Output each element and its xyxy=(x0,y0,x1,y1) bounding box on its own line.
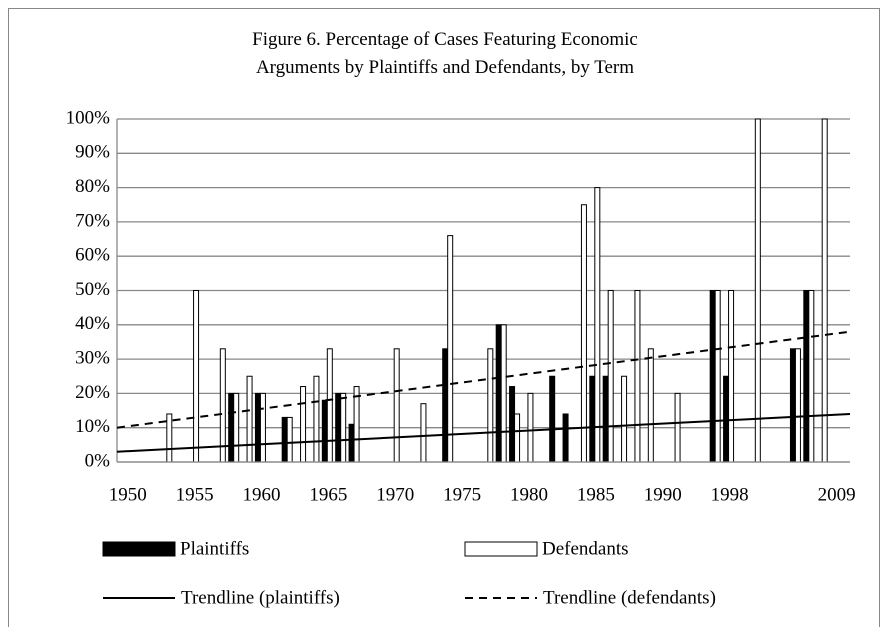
bar xyxy=(794,348,801,463)
bar xyxy=(634,290,641,463)
bar xyxy=(286,416,293,463)
bar xyxy=(580,204,587,463)
bar xyxy=(254,392,261,463)
legend-swatch xyxy=(102,541,176,557)
bar xyxy=(562,413,569,463)
x-tick-label: 1998 xyxy=(711,484,749,505)
x-tick-label: 1970 xyxy=(376,484,414,505)
bar xyxy=(348,423,355,463)
bar xyxy=(514,413,521,463)
bar xyxy=(335,392,342,463)
bar xyxy=(594,187,601,463)
bar xyxy=(166,413,173,463)
chart-title: Arguments by Plaintiffs and Defendants, … xyxy=(256,57,634,78)
bar xyxy=(589,375,596,463)
chart-frame xyxy=(8,8,880,632)
y-tick-label: 10% xyxy=(75,416,110,437)
bar xyxy=(754,118,761,463)
x-tick-label: 1965 xyxy=(309,484,347,505)
y-tick-label: 30% xyxy=(75,347,110,368)
bar xyxy=(447,235,454,463)
bar xyxy=(233,392,240,463)
bar xyxy=(300,386,307,463)
x-tick-label: 2009 xyxy=(818,484,856,505)
bar xyxy=(509,386,516,463)
x-tick-label: 1985 xyxy=(577,484,615,505)
bar xyxy=(714,290,721,463)
bar xyxy=(259,392,266,463)
bar xyxy=(393,348,400,463)
bar xyxy=(487,348,494,463)
x-tick-label: 1960 xyxy=(242,484,280,505)
bar xyxy=(281,416,288,463)
y-tick-label: 60% xyxy=(75,245,110,266)
y-tick-label: 0% xyxy=(85,450,111,471)
trendline xyxy=(116,412,851,453)
bar xyxy=(219,348,226,463)
bar xyxy=(442,348,449,463)
y-tick-label: 80% xyxy=(75,176,110,197)
bar xyxy=(621,375,628,463)
bar xyxy=(246,375,253,463)
y-tick-label: 70% xyxy=(75,210,110,231)
x-tick-label: 1980 xyxy=(510,484,548,505)
bar xyxy=(808,290,815,463)
x-tick-label: 1950 xyxy=(109,484,147,505)
legend-label: Plaintiffs xyxy=(180,538,249,559)
legend-label: Defendants xyxy=(542,538,629,559)
bar xyxy=(602,375,609,463)
bar xyxy=(549,375,556,463)
y-tick-label: 100% xyxy=(66,107,111,128)
bar xyxy=(326,348,333,463)
legend-label: Trendline (plaintiffs) xyxy=(181,587,340,608)
y-tick-label: 40% xyxy=(75,313,110,334)
bar xyxy=(340,392,347,463)
legend-label: Trendline (defendants) xyxy=(543,587,716,608)
bar xyxy=(607,290,614,463)
bar xyxy=(728,290,735,463)
x-tick-label: 1975 xyxy=(443,484,481,505)
y-tick-label: 90% xyxy=(75,142,110,163)
bar xyxy=(313,375,320,463)
legend-swatch xyxy=(464,541,538,557)
chart-title: Figure 6. Percentage of Cases Featuring … xyxy=(252,29,638,50)
bar xyxy=(500,324,507,463)
bar xyxy=(353,386,360,463)
x-tick-label: 1955 xyxy=(176,484,214,505)
bar xyxy=(647,348,654,463)
bar xyxy=(495,324,502,463)
bar xyxy=(723,375,730,463)
bar xyxy=(228,392,235,463)
y-tick-label: 20% xyxy=(75,382,110,403)
bar xyxy=(321,399,328,463)
bar xyxy=(821,118,828,463)
bar xyxy=(674,392,681,463)
bar xyxy=(709,290,716,463)
trendline xyxy=(116,330,851,429)
bar xyxy=(527,392,534,463)
x-tick-label: 1990 xyxy=(644,484,682,505)
bar xyxy=(789,348,796,463)
bar xyxy=(193,290,200,463)
bar xyxy=(803,290,810,463)
y-tick-label: 50% xyxy=(75,279,110,300)
bar xyxy=(420,403,427,463)
